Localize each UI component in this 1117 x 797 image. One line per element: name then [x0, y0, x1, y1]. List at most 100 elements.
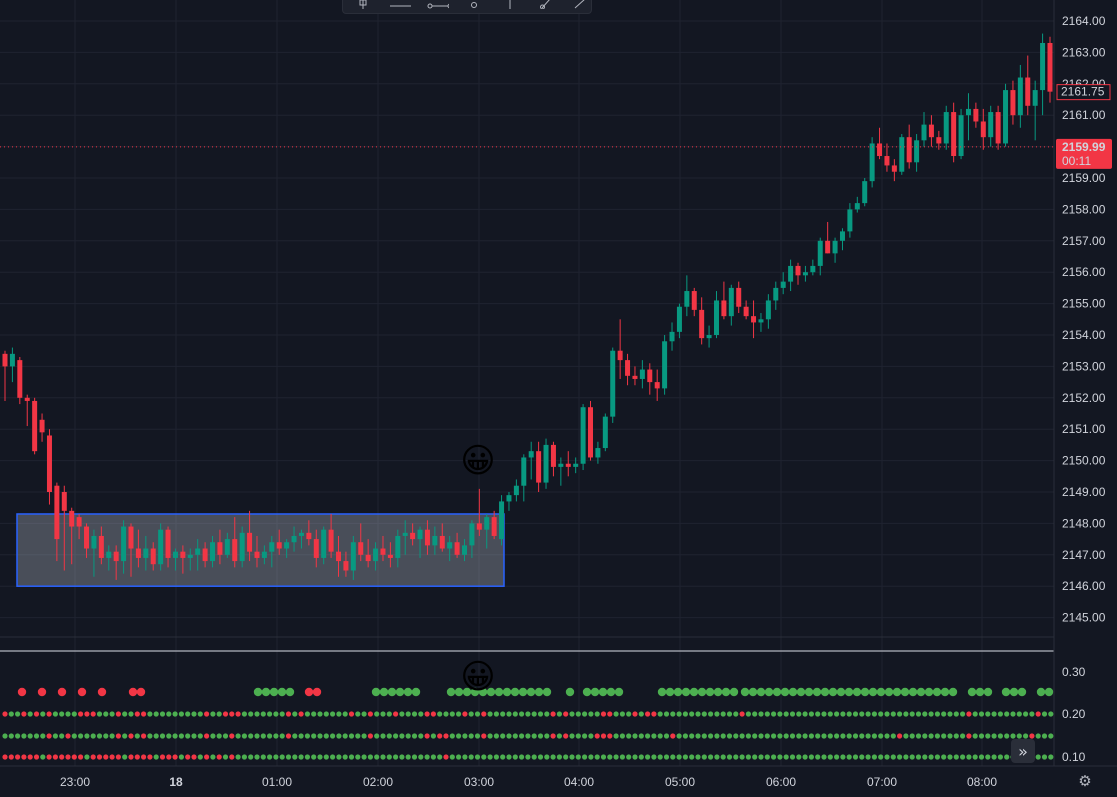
- trend-dot: [222, 754, 229, 760]
- trend-dot: [59, 754, 65, 760]
- trend-dot: [960, 754, 966, 760]
- trend-dot: [147, 711, 153, 717]
- trend-dot: [783, 711, 789, 717]
- trend-dot: [600, 711, 607, 717]
- signal-dot: [1036, 687, 1046, 697]
- signal-dot: [253, 687, 263, 697]
- candle: [476, 488, 482, 536]
- signal-dot: [486, 687, 496, 697]
- trend-dot: [884, 754, 890, 760]
- trend-dot: [65, 754, 71, 760]
- trend-dot: [52, 733, 59, 739]
- candle: [106, 545, 112, 571]
- candle-body: [699, 309, 705, 339]
- trend-dot: [46, 733, 52, 739]
- candle: [943, 105, 949, 150]
- trend-dot: [663, 733, 670, 739]
- candle-body: [128, 526, 134, 549]
- trend-dot: [657, 754, 663, 760]
- trend-dot: [229, 733, 235, 739]
- candle: [202, 542, 208, 568]
- signal-dot: [502, 687, 512, 697]
- trend-dot: [966, 733, 972, 739]
- settings-gear-icon[interactable]: ⚙: [1078, 772, 1092, 790]
- price-tick-label: 2157.00: [1062, 234, 1106, 248]
- candle: [46, 429, 52, 505]
- trend-dot: [380, 754, 386, 760]
- path-tool-icon[interactable]: [427, 0, 449, 9]
- drawing-toolbar[interactable]: [342, 0, 592, 14]
- trend-dot: [115, 754, 121, 760]
- expand-panel-button[interactable]: »: [1011, 739, 1035, 763]
- trend-dot: [626, 754, 632, 760]
- candle-body: [224, 539, 230, 555]
- trend-dot: [1048, 754, 1054, 760]
- brush-icon[interactable]: [536, 0, 556, 9]
- trend-dot: [411, 733, 418, 739]
- trend-dot: [953, 733, 959, 739]
- signal-dot: [269, 687, 279, 697]
- trend-dot: [109, 733, 115, 739]
- trend-dot: [708, 754, 714, 760]
- trend-dot: [481, 711, 487, 717]
- candle-body: [921, 124, 927, 141]
- candle-body: [350, 542, 356, 571]
- trend-dot: [682, 733, 689, 739]
- line-tool-icon[interactable]: [389, 0, 411, 9]
- candle: [928, 115, 934, 147]
- trend-dot: [890, 711, 896, 717]
- trend-dot: [953, 754, 959, 760]
- trend-dot: [714, 754, 720, 760]
- trend-dot: [405, 733, 411, 739]
- trend-dot: [304, 711, 310, 717]
- vertical-line-icon[interactable]: [500, 0, 520, 9]
- trend-dot: [229, 711, 235, 717]
- trend-dot: [972, 711, 978, 717]
- candle: [469, 520, 475, 558]
- trend-dot: [947, 733, 953, 739]
- candle-body: [906, 137, 912, 163]
- candle: [958, 108, 964, 160]
- candle: [988, 105, 994, 147]
- trend-dot: [285, 754, 292, 760]
- trend-dot: [1004, 711, 1010, 717]
- candle-body: [536, 451, 542, 483]
- trend-dot: [928, 754, 934, 760]
- last-price-tag: [1056, 138, 1112, 169]
- trend-dot: [487, 733, 493, 739]
- trend-dot: [934, 733, 941, 739]
- trend-dot: [418, 754, 424, 760]
- signal-dot: [932, 687, 942, 697]
- candle-settings-icon[interactable]: [353, 0, 373, 9]
- trend-dot: [519, 711, 525, 717]
- trend-dot: [279, 711, 285, 717]
- candle: [1040, 33, 1046, 116]
- trend-dot: [695, 754, 701, 760]
- trend-dot: [834, 733, 840, 739]
- trend-dot: [1023, 711, 1029, 717]
- trend-dot: [27, 733, 33, 739]
- candle-body: [795, 265, 801, 276]
- trend-dot: [739, 711, 745, 717]
- price-tick-label: 2163.00: [1062, 45, 1106, 59]
- trend-dot: [827, 754, 833, 760]
- indicator-tick-label: 0.20: [1062, 707, 1086, 721]
- signal-dot: [462, 687, 472, 697]
- trend-dot: [928, 711, 934, 717]
- signal-dot: [1009, 687, 1019, 697]
- trend-dot: [418, 733, 424, 739]
- candle: [625, 353, 631, 386]
- candle: [499, 495, 505, 546]
- candle: [728, 284, 734, 326]
- candle-body: [113, 551, 119, 562]
- node-icon[interactable]: [465, 0, 485, 9]
- trend-dot: [380, 711, 386, 717]
- candle: [758, 313, 764, 332]
- trend-dot: [859, 733, 865, 739]
- trend-dot: [512, 733, 518, 739]
- trend-dot: [59, 711, 65, 717]
- candle-body: [550, 444, 556, 467]
- magic-icon[interactable]: [571, 0, 591, 9]
- trend-dot: [71, 733, 77, 739]
